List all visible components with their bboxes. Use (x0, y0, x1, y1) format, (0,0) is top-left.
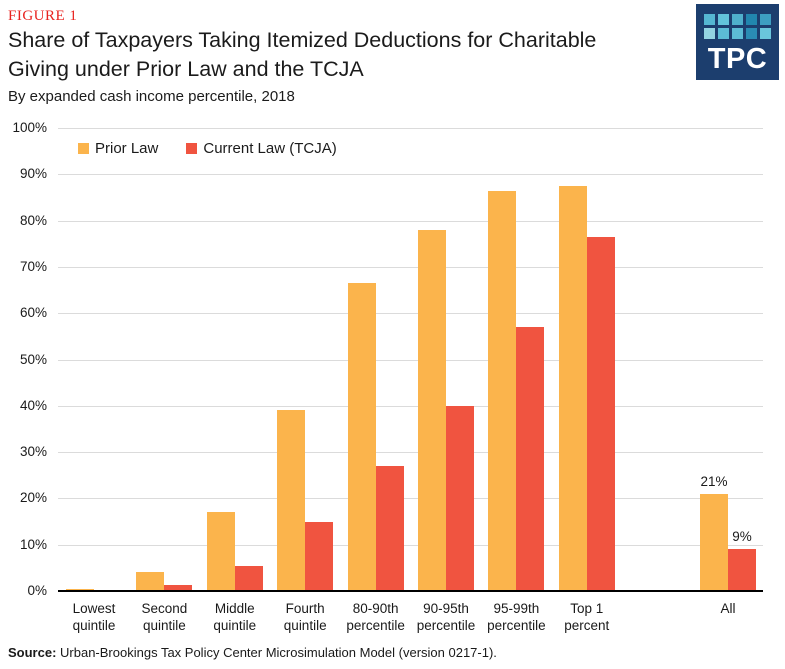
bar-current-law (516, 327, 545, 591)
x-category-label-line: quintile (283, 618, 327, 633)
logo-square (746, 14, 757, 25)
gridline (58, 220, 763, 222)
chart-legend: Prior Law Current Law (TCJA) (78, 140, 365, 157)
legend-label-prior-law: Prior Law (95, 140, 159, 157)
x-category-label: All (678, 600, 778, 617)
y-axis-tick-label: 40% (19, 397, 47, 413)
x-category-label-line: percent (564, 618, 610, 633)
bar-prior-law (136, 572, 165, 591)
logo-square (704, 14, 715, 25)
logo-square (704, 28, 715, 39)
bar-current-law (728, 549, 756, 591)
current-law-swatch-icon (186, 143, 198, 154)
x-category-label-line: Top 1 (570, 601, 604, 616)
source-text: Urban-Brookings Tax Policy Center Micros… (56, 645, 497, 660)
x-category-label: Middle quintile (185, 600, 285, 634)
tpc-logo: TPC (696, 4, 779, 80)
legend-item-current-law: Current Law (TCJA) (186, 140, 337, 157)
x-category-label-line: Lowest (72, 601, 116, 616)
y-axis-tick-label: 0% (27, 583, 47, 598)
x-axis-line (58, 590, 763, 592)
title-line-2: Giving under Prior Law and the TCJA (8, 57, 364, 81)
x-category-label-line: quintile (213, 618, 257, 633)
logo-text: TPC (707, 43, 768, 75)
gridline (58, 498, 763, 500)
x-category-label-line: All (720, 601, 736, 616)
bar-prior-law (558, 185, 587, 591)
y-axis-tick-label: 60% (19, 305, 47, 321)
y-axis-tick-label: 90% (19, 166, 47, 182)
bar-current-law (446, 405, 474, 591)
y-axis-tick-label: 30% (19, 444, 47, 460)
gridline (58, 452, 763, 454)
figure-label: FIGURE 1 (8, 8, 78, 24)
page-title: Share of Taxpayers Taking Itemized Deduc… (8, 26, 698, 84)
x-category-label-line: Middle (214, 601, 255, 616)
x-category-label-line: 80-90th (352, 601, 399, 616)
logo-square (760, 28, 771, 39)
bar-current-law (586, 236, 615, 591)
bar-current-law (375, 465, 404, 591)
bar-current-law (305, 521, 334, 591)
x-category-label: 95-99th percentile (466, 600, 566, 634)
x-category-label-line: Second (141, 601, 188, 616)
bar-current-law (164, 585, 193, 591)
logo-square (746, 28, 757, 39)
source-note: Source: Urban-Brookings Tax Policy Cente… (8, 645, 497, 660)
y-axis-tick-label: 10% (19, 536, 47, 552)
x-category-label-line: Fourth (285, 601, 325, 616)
gridline (58, 544, 763, 546)
logo-square-grid (704, 14, 771, 39)
bar-prior-law (700, 493, 728, 591)
x-category-label-line: quintile (72, 618, 116, 633)
logo-square (718, 28, 729, 39)
y-axis-tick-label: 20% (19, 490, 47, 506)
source-label: Source: (8, 645, 57, 660)
gridline (58, 266, 763, 268)
x-category-label: 90-95th percentile (396, 600, 496, 634)
gridline (58, 405, 763, 407)
logo-square (760, 14, 771, 25)
bar-value-label: 9% (732, 529, 752, 545)
x-category-label: Top 1 percent (537, 600, 637, 634)
x-category-label: Lowest quintile (44, 600, 144, 634)
x-category-label-line: quintile (143, 618, 186, 633)
title-line-1: Share of Taxpayers Taking Itemized Deduc… (8, 28, 597, 52)
y-axis-tick-label: 80% (19, 212, 47, 228)
x-category-label: Fourth quintile (255, 600, 355, 634)
bar-value-label: 21% (700, 473, 728, 489)
x-category-label-line: percentile (487, 618, 546, 633)
bar-prior-law (488, 190, 517, 591)
x-category-label-line: percentile (346, 618, 405, 633)
logo-square (732, 28, 743, 39)
bar-prior-law (347, 283, 376, 591)
y-axis-tick-label: 50% (19, 351, 47, 367)
bar-prior-law (418, 229, 446, 591)
x-category-label-line: percentile (416, 618, 476, 633)
prior-law-swatch-icon (78, 143, 89, 154)
y-axis-tick-label: 70% (19, 258, 47, 274)
x-category-label-line: 95-99th (493, 601, 540, 616)
gridline (58, 174, 763, 176)
logo-square (718, 14, 729, 25)
gridline (58, 359, 763, 361)
gridline (58, 128, 763, 129)
bar-prior-law (206, 512, 235, 591)
gridline (58, 313, 763, 315)
bar-current-law (234, 565, 263, 591)
legend-label-current-law: Current Law (TCJA) (203, 140, 337, 157)
chart-subtitle: By expanded cash income percentile, 2018 (8, 88, 295, 105)
x-category-label: 80-90th percentile (326, 600, 426, 634)
logo-square (732, 14, 743, 25)
bar-prior-law (277, 410, 306, 591)
legend-item-prior-law: Prior Law (78, 140, 158, 157)
x-category-label: Second quintile (114, 600, 214, 634)
x-category-label-line: 90-95th (423, 601, 469, 616)
y-axis-tick-label: 100% (12, 120, 47, 135)
